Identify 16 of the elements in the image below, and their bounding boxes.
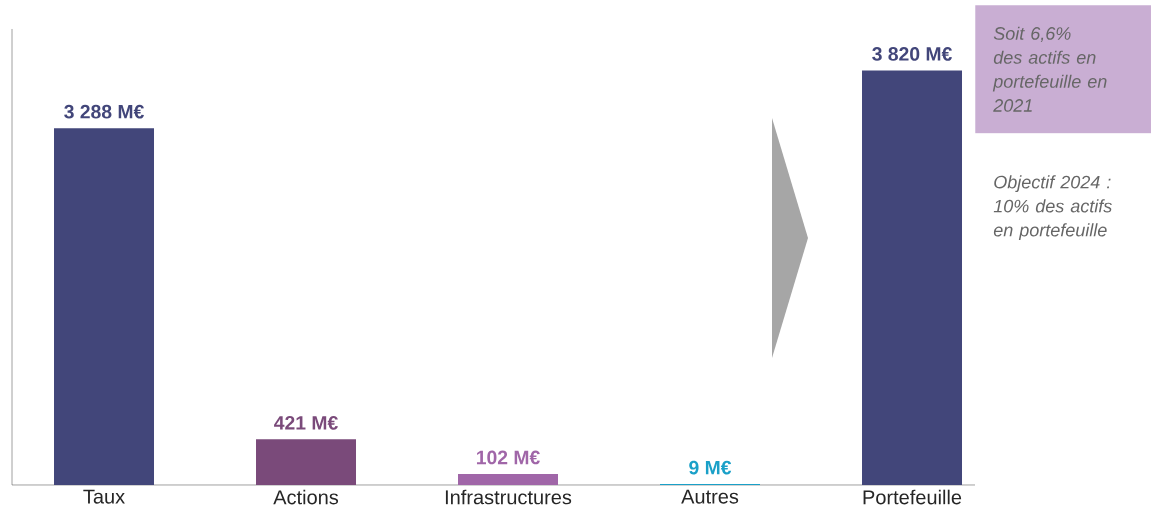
bar xyxy=(54,128,154,485)
text: Soit 6,6% des actifs en portefeuille en 2021 xyxy=(992,26,1107,112)
x-tick-label: Taux xyxy=(83,489,125,504)
data-label: 3 288 M€ xyxy=(64,104,144,119)
bar xyxy=(862,70,963,485)
data-label: 9 M€ xyxy=(689,460,732,475)
x-tick-label: Autres xyxy=(681,489,739,504)
data-label: 421 M€ xyxy=(274,416,338,430)
x-tick-label: Actions xyxy=(273,489,339,505)
x-tick-label: Infrastructures xyxy=(445,489,572,505)
bar xyxy=(256,439,356,485)
data-label: 102 M€ xyxy=(476,450,540,465)
text: Objectif 2024 : 10% des actifs en portefeuille xyxy=(993,175,1112,241)
bar xyxy=(458,473,559,485)
x-tick-label: Portefeuille xyxy=(863,489,962,505)
data-label: 3 820 M€ xyxy=(872,47,952,61)
